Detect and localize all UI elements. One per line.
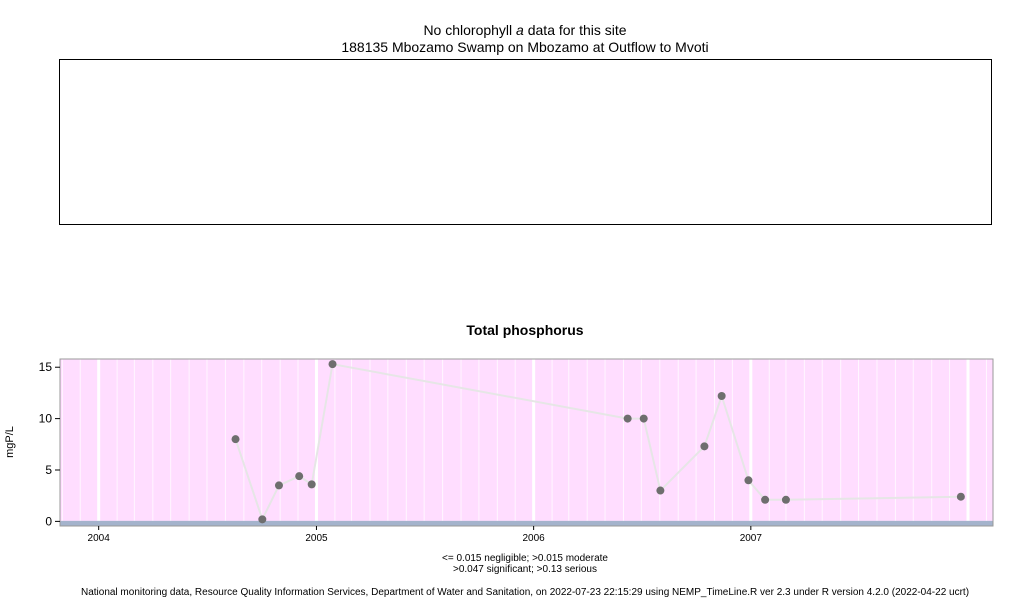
data-point xyxy=(656,486,665,495)
data-point xyxy=(231,435,240,444)
data-point xyxy=(623,414,632,423)
x-tick-label: 2005 xyxy=(305,533,328,544)
data-point xyxy=(639,414,648,423)
x-tick-label: 2006 xyxy=(523,533,546,544)
x-tick-label: 2007 xyxy=(740,533,763,544)
data-point xyxy=(295,472,304,481)
data-point xyxy=(328,360,337,369)
chart-title: Total phosphorus xyxy=(466,322,584,338)
threshold-note-line1: <= 0.015 negligible; >0.015 moderate xyxy=(442,553,608,564)
data-point xyxy=(781,495,790,504)
no-data-message: No chlorophyll a data for this site xyxy=(423,22,627,38)
y-tick-label: 15 xyxy=(39,360,53,374)
x-tick-label: 2004 xyxy=(88,533,111,544)
y-tick-label: 10 xyxy=(39,412,53,426)
data-point xyxy=(744,476,753,485)
y-tick-label: 5 xyxy=(45,463,52,477)
empty-chlorophyll-panel xyxy=(59,59,992,225)
data-point xyxy=(761,495,770,504)
y-tick-label: 0 xyxy=(45,514,52,528)
data-point xyxy=(307,480,316,489)
data-point xyxy=(274,481,283,490)
site-title: 188135 Mbozamo Swamp on Mbozamo at Outfl… xyxy=(341,39,709,55)
data-point xyxy=(956,492,965,501)
baseline-band xyxy=(60,520,993,526)
plot-background xyxy=(60,359,993,526)
plot-frame xyxy=(59,358,994,527)
data-point xyxy=(258,515,267,524)
data-point xyxy=(700,442,709,451)
threshold-note-line2: >0.047 significant; >0.13 serious xyxy=(453,564,597,575)
data-point xyxy=(717,391,726,400)
data-credit: National monitoring data, Resource Quali… xyxy=(80,587,970,598)
